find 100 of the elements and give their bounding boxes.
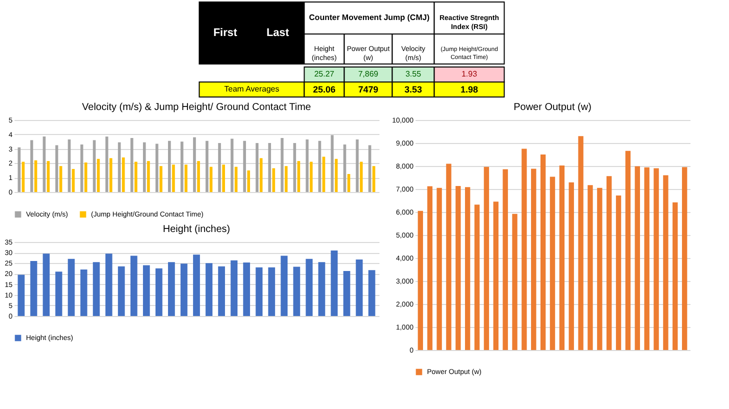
bar [130,138,134,192]
bar [109,158,112,192]
bar [118,266,125,316]
bar [568,182,574,350]
bar [654,168,659,350]
text: First [213,27,238,39]
text: 1.93 [461,70,478,78]
bar [634,166,640,350]
bar [512,214,518,350]
bar [597,188,602,350]
bar [293,143,296,192]
bar [260,158,263,192]
bar [105,254,112,316]
bar [134,162,138,192]
bar [663,175,668,350]
text: 3.55 [405,70,422,78]
text: Team Averages [224,84,280,94]
bar [418,210,424,350]
bar [118,142,121,192]
bar [155,144,158,192]
bar [682,167,688,350]
bar [222,164,225,192]
bar [493,202,498,350]
bar [206,140,208,192]
bar [268,143,272,192]
bar [484,166,490,350]
bar [172,164,175,192]
bar [243,140,246,192]
bar [256,143,258,192]
bar [446,164,452,350]
text: Last [266,27,290,39]
bar [522,148,527,350]
bar [456,186,461,350]
text: 1.98 [460,84,478,94]
bar [84,162,88,192]
bar [474,204,480,350]
bar [218,143,221,192]
bar [436,188,442,350]
bar [193,137,196,192]
bar [293,266,300,316]
bar [280,256,288,316]
bar [625,150,631,350]
bar [540,154,546,350]
bar [306,258,313,316]
bar [559,166,565,350]
bar [92,262,100,316]
bar [230,138,234,192]
text: Counter Movement Jump (CMJ) [309,13,430,22]
bar [68,258,75,316]
bar [247,170,250,192]
bar [168,262,175,316]
text: 7,869 [358,70,379,78]
bar [30,261,38,316]
bar [42,254,50,316]
bar [234,166,238,192]
bar [218,266,225,316]
bar [272,168,276,192]
bar [644,167,650,350]
bar [80,269,88,316]
bar [318,262,326,316]
bar [616,195,622,350]
bar [55,272,62,316]
bar [465,187,470,350]
bar [343,270,350,316]
text: 25.06 [312,84,336,94]
bar [243,262,250,316]
bar [256,267,263,316]
chart-title: Power Output (w) [514,102,592,113]
bar [197,161,200,192]
bar [180,264,188,316]
text: 7479 [358,84,378,94]
bar [606,176,612,350]
bar [168,140,171,192]
bar [184,164,188,192]
bar [160,166,162,192]
bar [147,161,150,192]
bar [280,138,284,192]
bar [306,139,309,192]
bar [502,169,508,350]
bar [122,157,125,192]
text: 3.53 [404,84,422,94]
chart-title: Velocity (m/s) & Jump Height/ Ground Contact Time [82,102,312,113]
bar [672,202,678,350]
bar [550,176,556,350]
bar [330,250,338,316]
bar [210,166,212,192]
bar [142,142,146,192]
bar [142,265,150,316]
chart-title: Height (inches) [162,224,230,235]
bar [368,270,376,316]
bar [18,274,25,316]
bar [96,158,100,192]
bar [206,263,212,316]
bar [427,186,432,350]
bar [230,260,238,316]
bar [531,168,536,350]
text: 25.27 [314,70,335,78]
bar [588,185,593,350]
bar [578,136,584,350]
bar [180,142,184,192]
